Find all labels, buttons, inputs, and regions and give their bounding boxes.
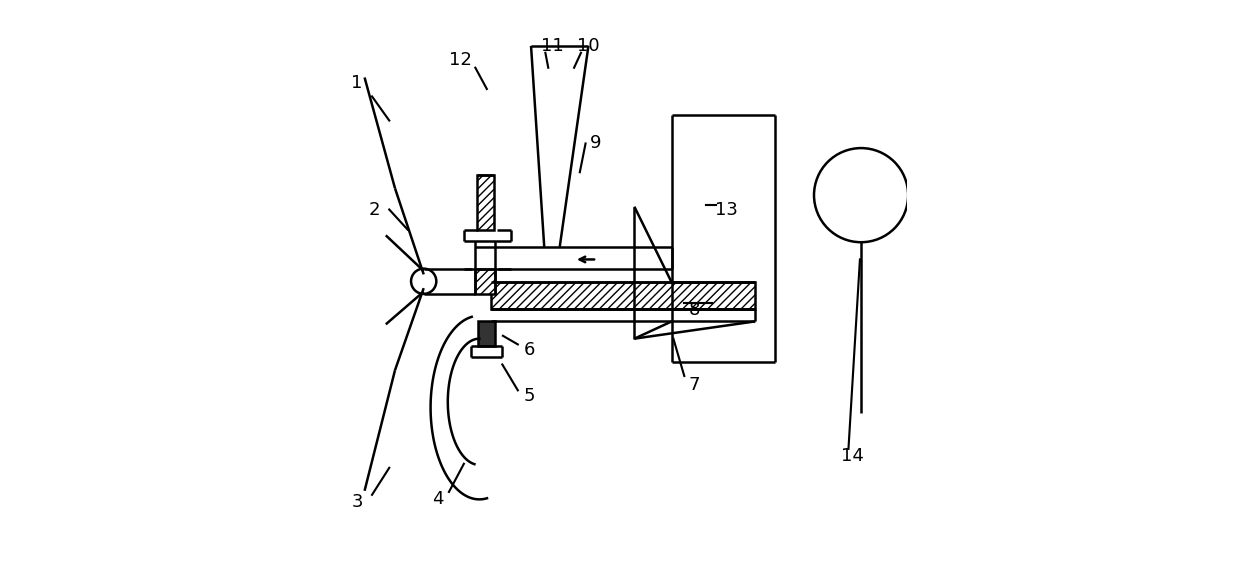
Text: 7: 7: [689, 375, 701, 394]
Text: 8: 8: [689, 301, 701, 319]
Text: 6: 6: [523, 341, 534, 359]
Text: 4: 4: [432, 490, 443, 509]
Text: 11: 11: [542, 37, 564, 55]
Polygon shape: [475, 269, 495, 294]
Text: 1: 1: [351, 74, 363, 92]
Text: 10: 10: [577, 37, 600, 55]
Polygon shape: [477, 321, 495, 346]
Text: 5: 5: [523, 387, 534, 405]
Circle shape: [412, 269, 436, 294]
Polygon shape: [491, 282, 755, 309]
Text: 3: 3: [351, 493, 363, 511]
Text: 2: 2: [368, 200, 381, 219]
Text: 13: 13: [715, 200, 738, 219]
Text: 14: 14: [841, 447, 864, 466]
Text: 12: 12: [449, 51, 472, 69]
Circle shape: [813, 148, 908, 242]
Polygon shape: [476, 175, 494, 230]
Text: 9: 9: [590, 134, 601, 153]
